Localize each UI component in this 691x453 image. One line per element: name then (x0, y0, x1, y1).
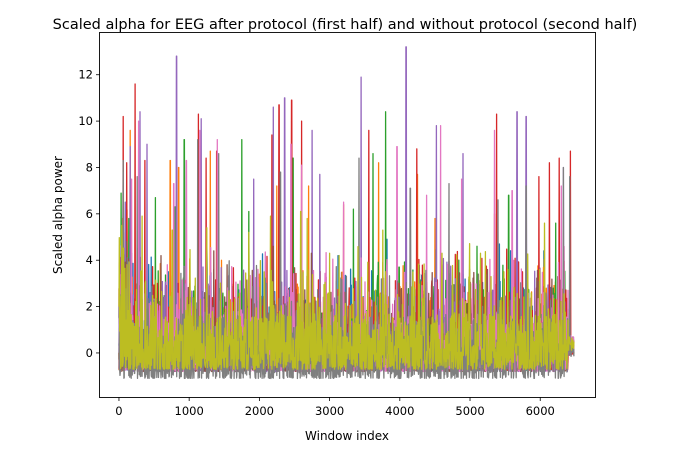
y-tick-label: 0 (86, 346, 93, 360)
x-tick-label: 3000 (315, 404, 344, 418)
plot-area (118, 46, 575, 380)
x-tick-label: 6000 (526, 404, 555, 418)
x-tick-label: 4000 (385, 404, 414, 418)
x-tick-label: 0 (115, 404, 122, 418)
x-axis: 0 1000 2000 3000 4000 5000 6000 (115, 397, 555, 418)
x-tick-label: 5000 (455, 404, 484, 418)
x-tick-label: 1000 (175, 404, 204, 418)
y-axis: 0 2 4 6 8 10 12 (78, 68, 100, 360)
y-tick-label: 10 (78, 114, 93, 128)
series-line-9 (118, 210, 575, 370)
y-tick-label: 8 (86, 160, 93, 174)
x-axis-label: Window index (305, 429, 389, 443)
y-tick-label: 2 (86, 300, 93, 314)
y-tick-label: 4 (86, 253, 93, 267)
y-axis-label: Scaled alpha power (51, 156, 65, 274)
plot-frame (99, 32, 596, 398)
x-tick-label: 2000 (245, 404, 274, 418)
y-tick-label: 12 (78, 68, 93, 82)
y-tick-label: 6 (86, 207, 93, 221)
chart-title: Scaled alpha for EEG after protocol (fir… (53, 17, 638, 33)
